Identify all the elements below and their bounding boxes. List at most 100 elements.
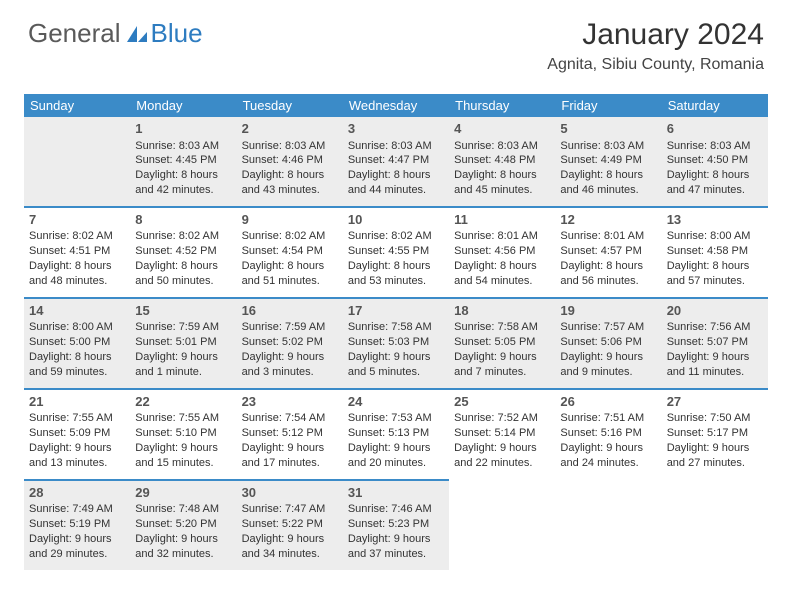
day-number: 28 — [29, 484, 125, 502]
calendar-body: 1Sunrise: 8:03 AMSunset: 4:45 PMDaylight… — [24, 117, 768, 570]
sunset-text: Sunset: 4:54 PM — [242, 244, 338, 259]
sunset-text: Sunset: 5:17 PM — [667, 426, 763, 441]
day-number: 20 — [667, 302, 763, 320]
day-number: 18 — [454, 302, 550, 320]
sunrise-text: Sunrise: 8:03 AM — [560, 139, 656, 154]
calendar-cell — [449, 480, 555, 570]
daylight-text: Daylight: 8 hours — [454, 259, 550, 274]
calendar-cell: 10Sunrise: 8:02 AMSunset: 4:55 PMDayligh… — [343, 207, 449, 298]
sunset-text: Sunset: 5:22 PM — [242, 517, 338, 532]
daylight-text: and 48 minutes. — [29, 274, 125, 289]
sunset-text: Sunset: 5:13 PM — [348, 426, 444, 441]
sunrise-text: Sunrise: 7:55 AM — [29, 411, 125, 426]
daylight-text: and 43 minutes. — [242, 183, 338, 198]
daylight-text: and 1 minute. — [135, 365, 231, 380]
day-number: 8 — [135, 211, 231, 229]
sunrise-text: Sunrise: 8:02 AM — [29, 229, 125, 244]
daylight-text: and 27 minutes. — [667, 456, 763, 471]
sunrise-text: Sunrise: 8:03 AM — [242, 139, 338, 154]
daylight-text: Daylight: 9 hours — [454, 350, 550, 365]
daylight-text: Daylight: 9 hours — [135, 441, 231, 456]
sunset-text: Sunset: 5:00 PM — [29, 335, 125, 350]
daylight-text: and 5 minutes. — [348, 365, 444, 380]
day-number: 4 — [454, 120, 550, 138]
sunset-text: Sunset: 5:20 PM — [135, 517, 231, 532]
sunset-text: Sunset: 4:51 PM — [29, 244, 125, 259]
sunset-text: Sunset: 4:52 PM — [135, 244, 231, 259]
calendar-cell: 7Sunrise: 8:02 AMSunset: 4:51 PMDaylight… — [24, 207, 130, 298]
sunset-text: Sunset: 5:16 PM — [560, 426, 656, 441]
sunset-text: Sunset: 5:05 PM — [454, 335, 550, 350]
calendar-cell: 4Sunrise: 8:03 AMSunset: 4:48 PMDaylight… — [449, 117, 555, 207]
day-number: 26 — [560, 393, 656, 411]
sunrise-text: Sunrise: 7:58 AM — [454, 320, 550, 335]
sunrise-text: Sunrise: 7:46 AM — [348, 502, 444, 517]
sunrise-text: Sunrise: 7:56 AM — [667, 320, 763, 335]
daylight-text: and 44 minutes. — [348, 183, 444, 198]
sunrise-text: Sunrise: 8:01 AM — [560, 229, 656, 244]
day-number: 11 — [454, 211, 550, 229]
daylight-text: and 59 minutes. — [29, 365, 125, 380]
daylight-text: and 34 minutes. — [242, 547, 338, 562]
daylight-text: Daylight: 9 hours — [348, 532, 444, 547]
sunset-text: Sunset: 4:47 PM — [348, 153, 444, 168]
day-number: 23 — [242, 393, 338, 411]
sunrise-text: Sunrise: 8:00 AM — [667, 229, 763, 244]
sunrise-text: Sunrise: 7:48 AM — [135, 502, 231, 517]
calendar-cell: 12Sunrise: 8:01 AMSunset: 4:57 PMDayligh… — [555, 207, 661, 298]
header: General Blue January 2024 Agnita, Sibiu … — [0, 0, 792, 82]
sunset-text: Sunset: 5:02 PM — [242, 335, 338, 350]
logo-text-blue: Blue — [151, 18, 203, 49]
calendar-cell — [662, 480, 768, 570]
calendar-cell: 26Sunrise: 7:51 AMSunset: 5:16 PMDayligh… — [555, 389, 661, 480]
daylight-text: Daylight: 9 hours — [242, 532, 338, 547]
calendar-cell: 17Sunrise: 7:58 AMSunset: 5:03 PMDayligh… — [343, 298, 449, 389]
calendar-cell: 18Sunrise: 7:58 AMSunset: 5:05 PMDayligh… — [449, 298, 555, 389]
sunrise-text: Sunrise: 8:03 AM — [454, 139, 550, 154]
daylight-text: Daylight: 9 hours — [242, 350, 338, 365]
daylight-text: Daylight: 8 hours — [242, 259, 338, 274]
calendar-cell: 27Sunrise: 7:50 AMSunset: 5:17 PMDayligh… — [662, 389, 768, 480]
calendar-cell: 22Sunrise: 7:55 AMSunset: 5:10 PMDayligh… — [130, 389, 236, 480]
day-number: 6 — [667, 120, 763, 138]
day-number: 21 — [29, 393, 125, 411]
weekday-saturday: Saturday — [662, 94, 768, 117]
logo: General Blue — [28, 18, 203, 49]
calendar-week-row: 14Sunrise: 8:00 AMSunset: 5:00 PM Dayligh… — [24, 298, 768, 389]
daylight-text: and 20 minutes. — [348, 456, 444, 471]
day-number: 15 — [135, 302, 231, 320]
weekday-friday: Friday — [555, 94, 661, 117]
calendar-week-row: 28Sunrise: 7:49 AMSunset: 5:19 PMDayligh… — [24, 480, 768, 570]
weekday-wednesday: Wednesday — [343, 94, 449, 117]
sunrise-text: Sunrise: 7:47 AM — [242, 502, 338, 517]
calendar-cell: 20Sunrise: 7:56 AMSunset: 5:07 PMDayligh… — [662, 298, 768, 389]
daylight-text: and 42 minutes. — [135, 183, 231, 198]
day-number: 31 — [348, 484, 444, 502]
day-number: 29 — [135, 484, 231, 502]
calendar-week-row: 7Sunrise: 8:02 AMSunset: 4:51 PMDaylight… — [24, 207, 768, 298]
calendar-cell: 13Sunrise: 8:00 AMSunset: 4:58 PMDayligh… — [662, 207, 768, 298]
weekday-thursday: Thursday — [449, 94, 555, 117]
sunrise-text: Sunrise: 8:00 AM — [29, 320, 125, 335]
calendar-cell: 8Sunrise: 8:02 AMSunset: 4:52 PMDaylight… — [130, 207, 236, 298]
daylight-text: and 51 minutes. — [242, 274, 338, 289]
daylight-text: Daylight: 8 hours — [667, 259, 763, 274]
daylight-text: and 29 minutes. — [29, 547, 125, 562]
daylight-text: Daylight: 8 hours — [348, 259, 444, 274]
day-number: 14 — [29, 302, 125, 320]
sunrise-text: Sunrise: 7:52 AM — [454, 411, 550, 426]
daylight-text: Daylight: 8 hours — [135, 259, 231, 274]
sunrise-text: Sunrise: 8:01 AM — [454, 229, 550, 244]
calendar-cell: 29Sunrise: 7:48 AMSunset: 5:20 PMDayligh… — [130, 480, 236, 570]
calendar-cell: 31Sunrise: 7:46 AMSunset: 5:23 PMDayligh… — [343, 480, 449, 570]
day-number: 16 — [242, 302, 338, 320]
daylight-text: Daylight: 8 hours — [560, 259, 656, 274]
calendar-cell — [24, 117, 130, 207]
day-number: 9 — [242, 211, 338, 229]
sunrise-text: Sunrise: 7:59 AM — [242, 320, 338, 335]
sunrise-text: Sunrise: 7:50 AM — [667, 411, 763, 426]
daylight-text: Daylight: 8 hours — [667, 168, 763, 183]
sunrise-text: Sunrise: 7:51 AM — [560, 411, 656, 426]
day-number: 1 — [135, 120, 231, 138]
day-number: 27 — [667, 393, 763, 411]
